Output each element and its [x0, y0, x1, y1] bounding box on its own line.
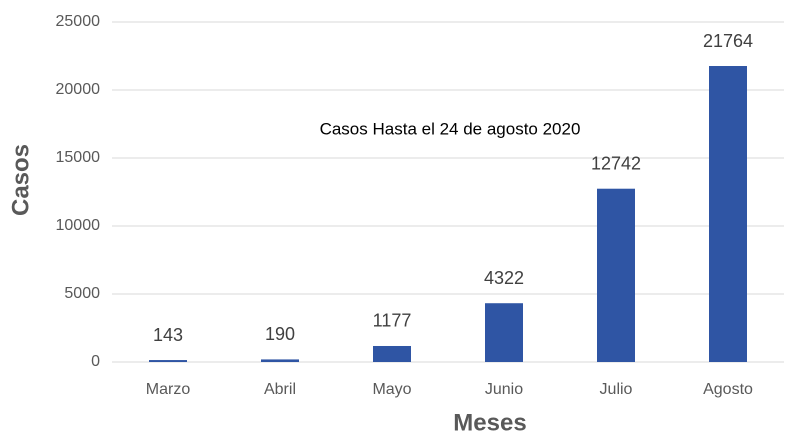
x-tick-label: Abril — [264, 381, 296, 398]
value-label: 143 — [153, 325, 183, 345]
x-tick-label: Agosto — [703, 381, 753, 398]
value-label: 21764 — [703, 31, 753, 51]
value-label: 190 — [265, 324, 295, 344]
bar — [597, 188, 635, 362]
y-tick-label: 15000 — [56, 149, 101, 166]
value-label: 4322 — [484, 268, 524, 288]
bar — [149, 360, 187, 362]
y-tick-label: 0 — [91, 353, 100, 370]
bar — [485, 303, 523, 362]
x-tick-label: Julio — [600, 381, 633, 398]
bar — [709, 66, 747, 363]
bar — [261, 359, 299, 362]
y-tick-label: 20000 — [56, 81, 101, 98]
x-tick-label: Marzo — [146, 381, 191, 398]
value-label: 1177 — [373, 311, 412, 331]
y-tick-label: 10000 — [56, 217, 101, 234]
annotation: Casos Hasta el 24 de agosto 2020 — [320, 119, 581, 138]
x-tick-label: Junio — [485, 381, 523, 398]
y-tick-label: 5000 — [64, 285, 100, 302]
y-axis-title: Casos — [7, 144, 34, 216]
value-label: 12742 — [591, 153, 641, 173]
y-tick-label: 25000 — [56, 13, 101, 30]
x-axis-title: Meses — [453, 409, 526, 436]
bar — [373, 345, 411, 362]
x-tick-label: Mayo — [372, 381, 411, 398]
